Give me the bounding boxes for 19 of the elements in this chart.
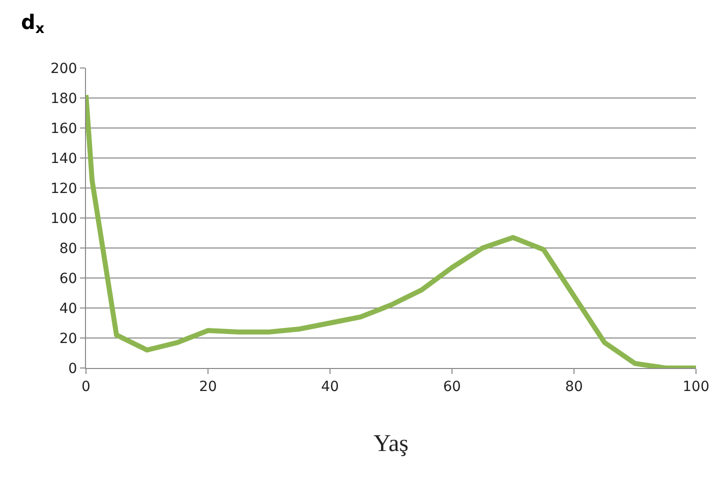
x-tick-label: 100	[682, 378, 710, 395]
y-tick-label: 60	[59, 270, 78, 287]
y-tick-label: 40	[59, 300, 78, 317]
y-tick-label: 120	[50, 180, 78, 197]
y-tick-label: 180	[50, 90, 78, 107]
x-tick-label: 0	[82, 378, 90, 395]
y-tick-label: 100	[50, 210, 78, 227]
x-tick-label: 40	[321, 378, 339, 395]
x-tick-label: 60	[443, 378, 461, 395]
y-tick-label: 140	[50, 150, 78, 167]
y-tick-label: 20	[59, 330, 78, 347]
y-tick-label: 160	[50, 120, 78, 137]
y-tick-label: 200	[50, 60, 78, 77]
y-axis-title: d$_{x}$	[21, 10, 44, 38]
x-axis-title: Yaş	[374, 431, 408, 458]
x-tick-label: 80	[565, 378, 583, 395]
y-tick-label: 80	[59, 240, 78, 257]
x-tick-label: 20	[199, 378, 217, 395]
y-tick-label: 0	[68, 360, 78, 377]
